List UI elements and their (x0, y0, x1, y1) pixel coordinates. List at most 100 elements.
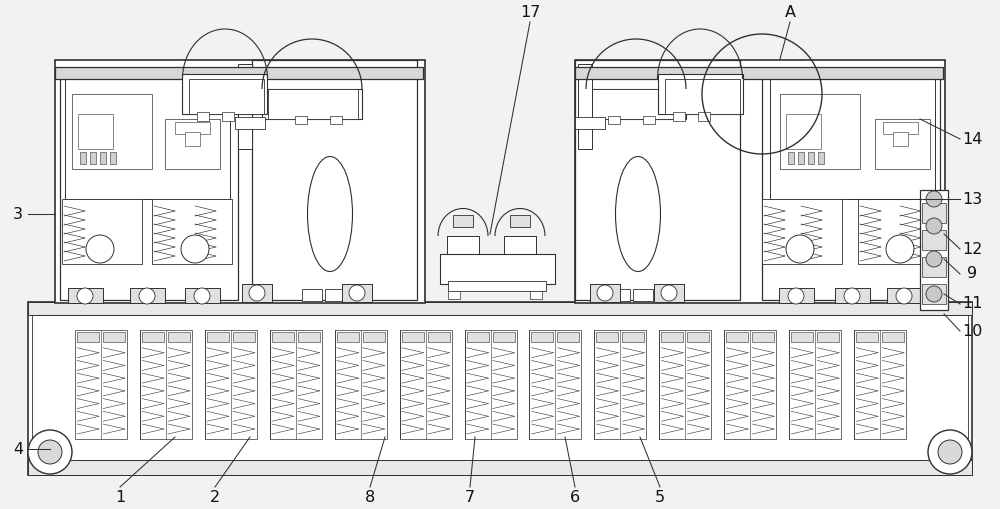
Bar (189, 79, 264, 114)
Text: 1: 1 (115, 490, 125, 504)
Bar (140, 330, 192, 439)
Bar (575, 67, 943, 79)
Text: 5: 5 (655, 490, 665, 504)
Bar (165, 119, 220, 169)
Circle shape (349, 285, 365, 301)
Bar (130, 288, 165, 303)
Bar (643, 116, 655, 124)
Bar (142, 332, 164, 342)
Bar (854, 330, 906, 439)
Bar (55, 67, 423, 79)
Circle shape (139, 288, 155, 304)
Bar (325, 289, 345, 301)
Text: 17: 17 (520, 5, 540, 19)
Bar (100, 152, 106, 164)
Bar (922, 203, 946, 223)
Circle shape (249, 285, 265, 301)
Bar (726, 332, 748, 342)
Bar (850, 68, 858, 74)
Bar (335, 330, 387, 439)
Bar (920, 190, 948, 310)
Bar (453, 215, 473, 227)
Circle shape (926, 191, 942, 207)
Bar (770, 79, 935, 199)
Bar (786, 114, 821, 149)
Bar (330, 116, 342, 124)
Circle shape (194, 288, 210, 304)
Circle shape (896, 288, 912, 304)
Bar (185, 132, 200, 146)
Bar (342, 284, 372, 302)
Bar (233, 332, 255, 342)
Bar (467, 332, 489, 342)
Bar (529, 330, 581, 439)
Bar (762, 70, 940, 300)
Bar (922, 284, 946, 304)
Circle shape (926, 251, 942, 267)
Text: 3: 3 (13, 207, 23, 221)
Bar (752, 332, 774, 342)
Bar (152, 199, 232, 264)
Bar (428, 332, 450, 342)
Circle shape (886, 235, 914, 263)
Text: 8: 8 (365, 490, 375, 504)
Bar (28, 460, 972, 475)
Bar (185, 68, 200, 74)
Bar (594, 330, 646, 439)
Text: 4: 4 (13, 441, 23, 457)
Circle shape (844, 288, 860, 304)
Circle shape (926, 286, 942, 302)
Bar (835, 288, 870, 303)
Bar (400, 330, 452, 439)
Bar (530, 291, 542, 299)
Text: 6: 6 (570, 490, 580, 504)
Bar (402, 332, 424, 342)
Bar (448, 281, 546, 291)
Text: 7: 7 (465, 490, 475, 504)
Circle shape (926, 218, 942, 234)
Bar (762, 199, 842, 264)
Circle shape (928, 430, 972, 474)
Bar (762, 68, 940, 79)
Bar (270, 330, 322, 439)
Bar (272, 332, 294, 342)
Circle shape (788, 288, 804, 304)
Circle shape (938, 440, 962, 464)
Text: 10: 10 (962, 324, 982, 338)
Circle shape (597, 285, 613, 301)
Bar (235, 117, 265, 129)
Bar (610, 289, 630, 301)
Ellipse shape (308, 156, 352, 271)
Bar (768, 68, 783, 74)
Text: 13: 13 (962, 191, 982, 207)
Bar (779, 288, 814, 303)
Bar (922, 257, 946, 277)
Circle shape (86, 235, 114, 263)
Bar (175, 122, 210, 134)
Bar (302, 289, 322, 301)
Bar (32, 306, 968, 471)
Bar (28, 302, 972, 475)
Bar (28, 302, 972, 315)
Bar (440, 254, 555, 284)
Bar (817, 332, 839, 342)
Bar (687, 332, 709, 342)
Bar (661, 332, 683, 342)
Bar (510, 215, 530, 227)
Bar (78, 114, 113, 149)
Bar (893, 132, 908, 146)
Bar (596, 332, 618, 342)
Bar (856, 332, 878, 342)
Bar (586, 89, 686, 119)
Bar (62, 199, 142, 264)
Bar (818, 152, 824, 164)
Bar (493, 332, 515, 342)
Bar (103, 332, 125, 342)
Bar (110, 152, 116, 164)
Bar (922, 230, 946, 250)
Bar (252, 60, 417, 300)
Bar (780, 94, 860, 169)
Bar (813, 68, 821, 74)
Bar (658, 74, 743, 114)
Bar (575, 117, 605, 129)
